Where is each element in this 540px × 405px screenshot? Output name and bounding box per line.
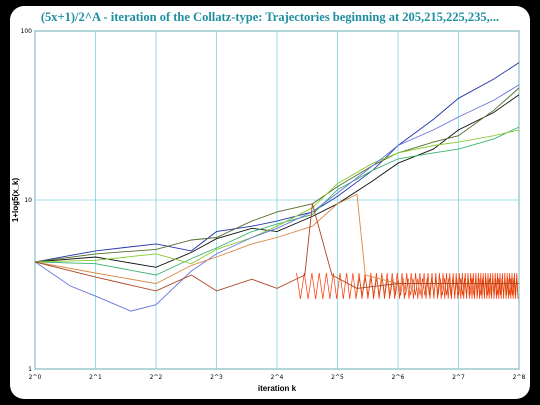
cycle-band: [296, 272, 519, 299]
x-tick-label: 2^1: [89, 374, 102, 381]
series-group: [34, 62, 520, 312]
series-line-4: [34, 126, 520, 276]
grid: [34, 30, 520, 370]
ticks: 2^0 2^1 2^2 2^3 2^4 2^5 2^6 2^7 2^8 1 10 100: [21, 28, 526, 381]
series-line-6: [34, 84, 520, 312]
series-line-2: [34, 94, 520, 268]
y-tick-label: 10: [24, 197, 32, 204]
series-line-7: [34, 193, 519, 285]
x-tick-label: 2^0: [29, 374, 42, 381]
x-axis-label: iteration k: [258, 384, 297, 393]
x-tick-label: 2^6: [392, 374, 405, 381]
chart-title: (5x+1)/2^A - iteration of the Collatz-ty…: [40, 10, 500, 24]
x-tick-label: 2^7: [452, 374, 465, 381]
plot-svg: 2^0 2^1 2^2 2^3 2^4 2^5 2^6 2^7 2^8 1 10 100 iterat…: [11, 28, 526, 393]
series-line-8: [34, 203, 519, 292]
chart-frame: (5x+1)/2^A - iteration of the Collatz-ty…: [10, 6, 530, 399]
x-tick-label: 2^3: [210, 374, 223, 381]
y-tick-label: 100: [21, 28, 33, 35]
x-tick-label: 2^2: [150, 374, 163, 381]
x-tick-label: 2^8: [513, 374, 526, 381]
y-tick-label: 1: [28, 366, 32, 373]
cycle-band-zigzag-inner: [356, 278, 519, 296]
x-tick-label: 2^5: [331, 374, 344, 381]
y-axis-label: 1+log5(x_k): [11, 178, 20, 223]
x-tick-label: 2^4: [271, 374, 284, 381]
